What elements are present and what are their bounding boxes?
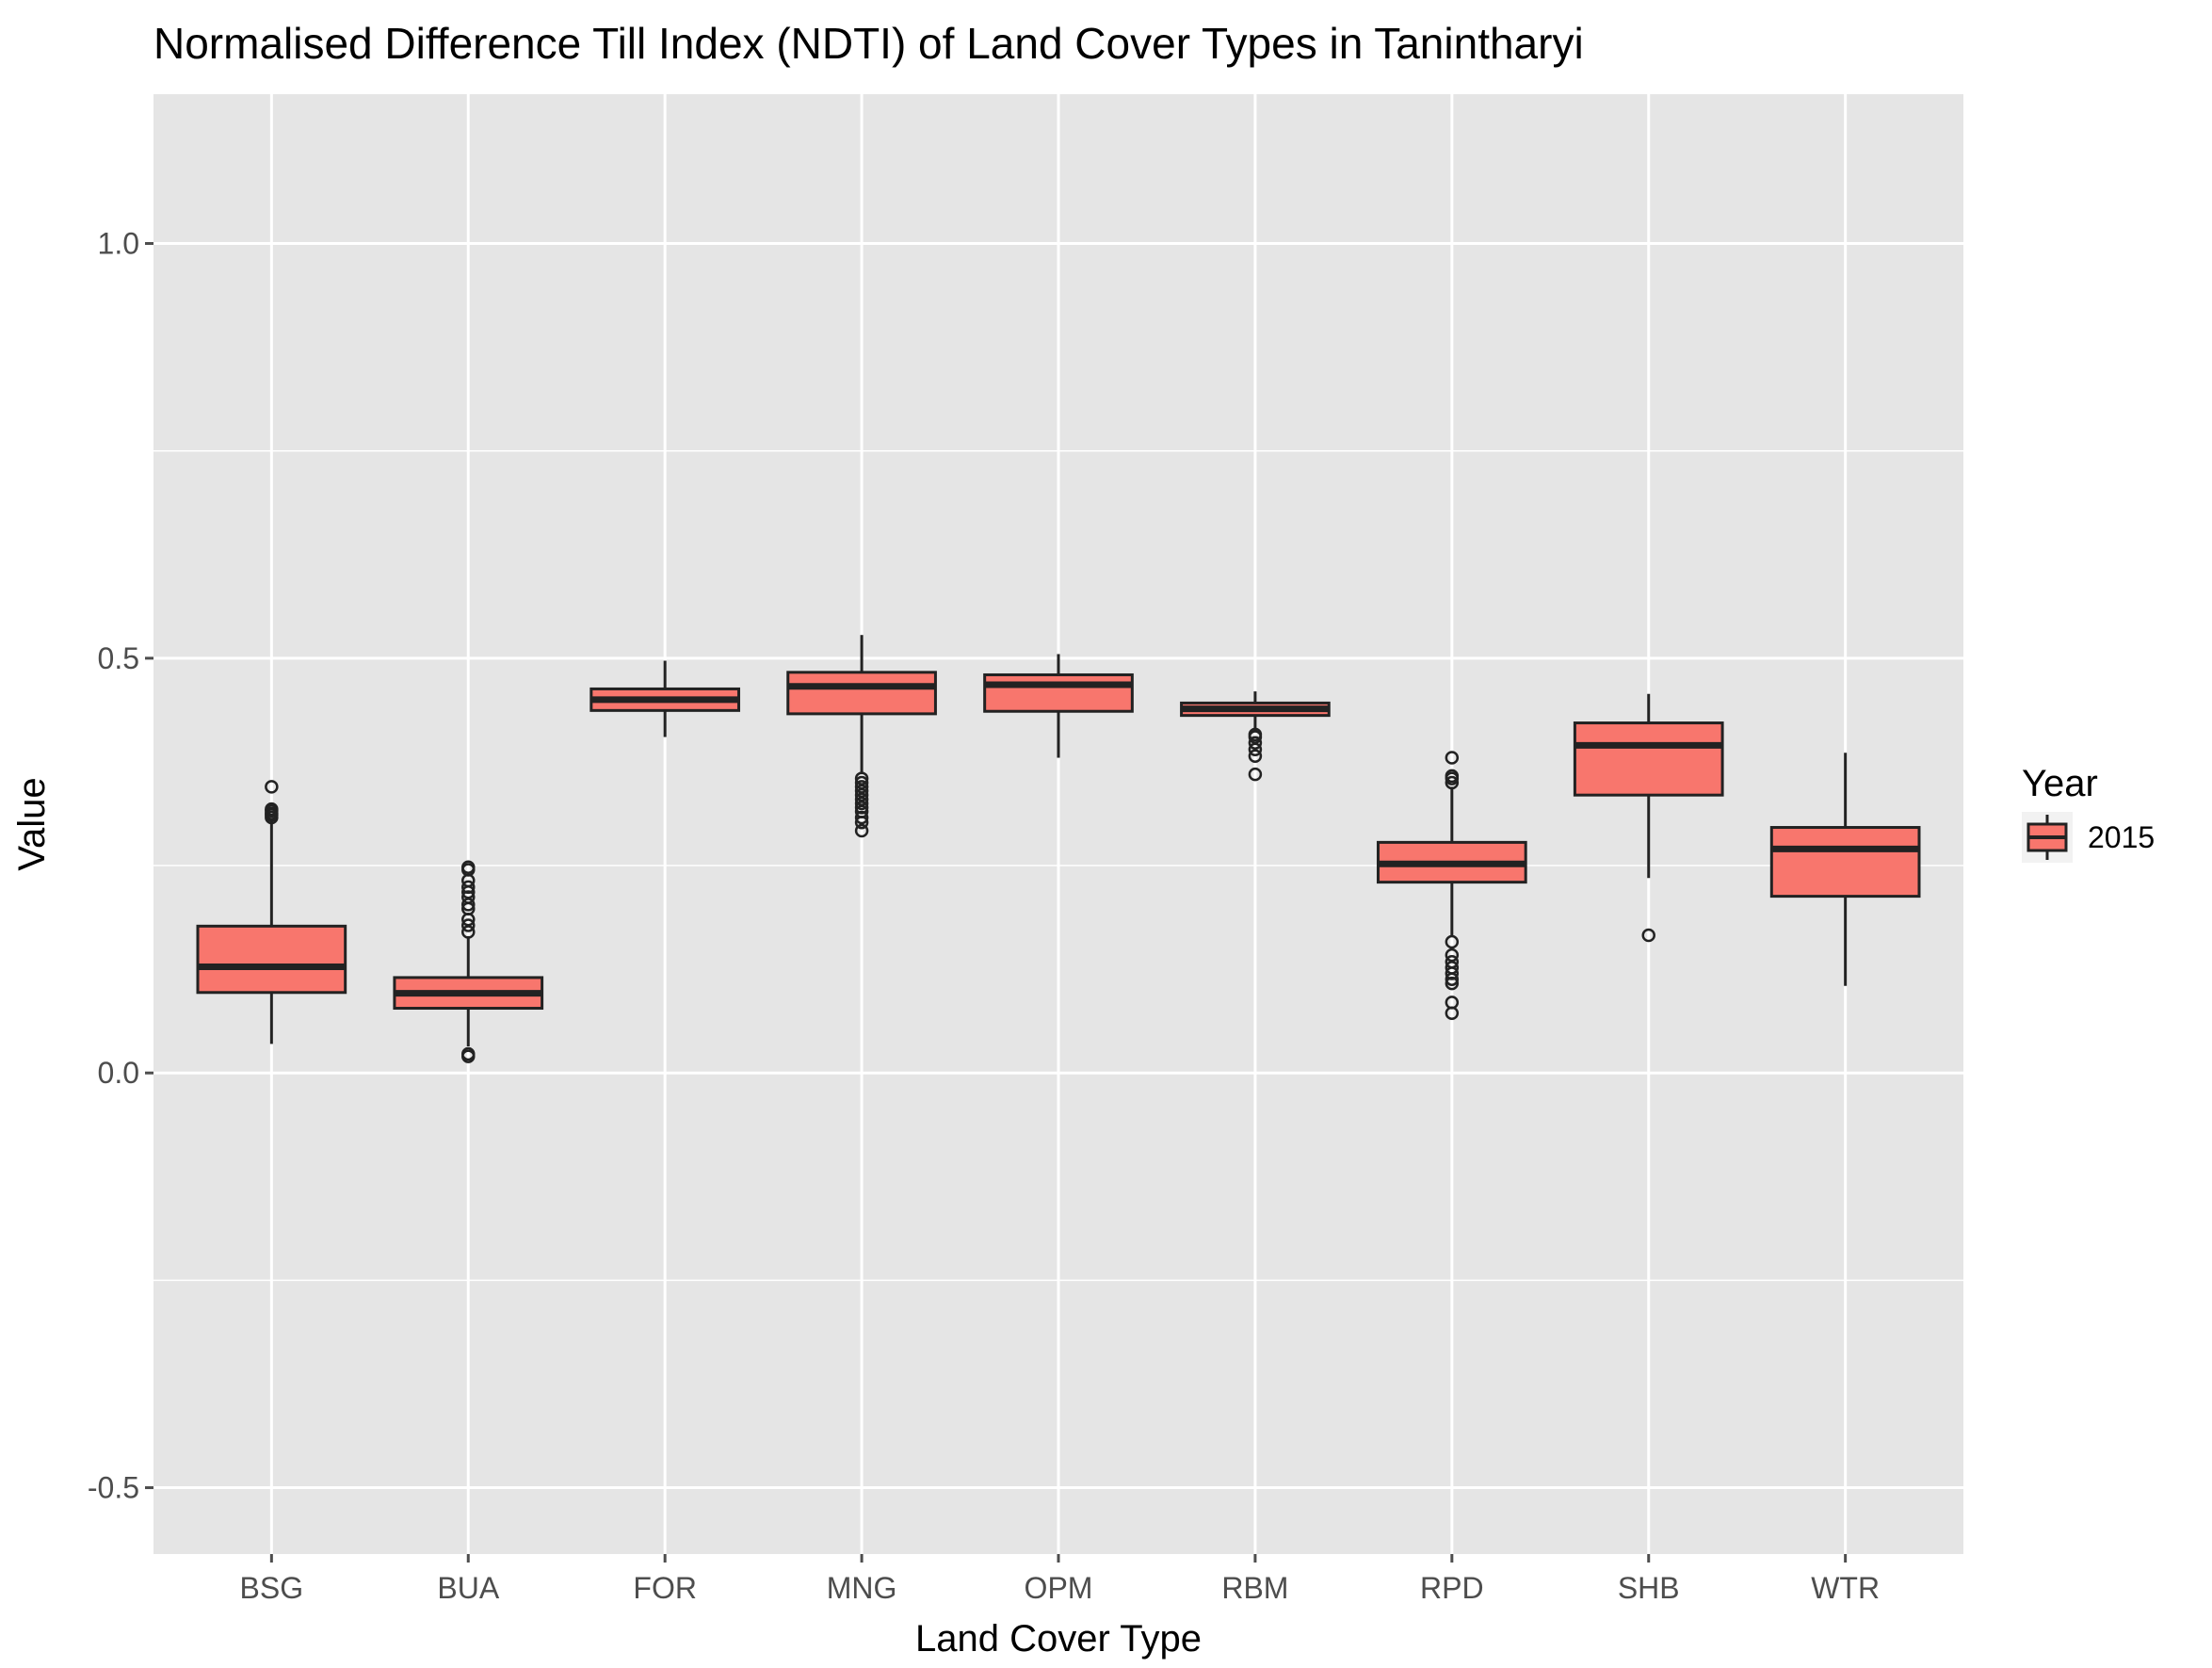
y-axis-title: Value: [11, 777, 53, 870]
legend-label: 2015: [2088, 820, 2155, 854]
box: [983, 672, 1134, 713]
boxplots: [196, 635, 1921, 1063]
boxplot-shb: [1573, 693, 1724, 943]
outlier-point: [1445, 769, 1460, 784]
outlier-point: [265, 780, 279, 794]
outlier-point: [1445, 954, 1460, 969]
outlier-point: [1445, 751, 1460, 765]
boxplot-for: [589, 660, 741, 737]
boxplot-mng: [786, 635, 937, 838]
outlier-point: [854, 771, 869, 785]
box: [1769, 826, 1921, 899]
axes: -0.5 0.0 0.5 1.0 BSG BUA FOR MNG OPM RBM RPD SHB WTR: [88, 227, 1880, 1605]
legend: Year 2015: [2022, 763, 2155, 863]
outlier-point: [854, 810, 869, 825]
box: [196, 924, 347, 995]
x-tick-label: WTR: [1811, 1571, 1880, 1605]
boxplot-bsg: [196, 780, 347, 1045]
box: [786, 671, 937, 716]
x-tick-label: RPD: [1420, 1571, 1484, 1605]
x-tick-label: OPM: [1025, 1571, 1093, 1605]
boxplot-rbm: [1180, 691, 1331, 782]
boxplot-wtr: [1769, 753, 1921, 986]
x-tick-label: RBM: [1221, 1571, 1288, 1605]
outlier-point: [1445, 934, 1460, 949]
outlier-point: [1248, 749, 1263, 764]
outlier-point: [461, 918, 476, 932]
x-tick-label: SHB: [1618, 1571, 1680, 1605]
outlier-point: [1445, 947, 1460, 963]
box: [1573, 721, 1724, 797]
outlier-point: [854, 823, 869, 838]
outlier-point: [461, 1046, 476, 1061]
outlier-point: [854, 775, 869, 790]
outlier-point: [1641, 928, 1655, 943]
y-tick-label: -0.5: [88, 1471, 139, 1505]
chart-title: Normalised Difference Till Index (NDTI) …: [153, 19, 1584, 68]
x-tick-label: BUA: [437, 1571, 499, 1605]
outlier-point: [461, 860, 476, 875]
y-tick-label: 1.0: [98, 227, 139, 261]
outlier-point: [854, 780, 869, 794]
outlier-point: [1445, 775, 1460, 790]
boxplot-bua: [393, 860, 544, 1063]
outlier-point: [461, 880, 476, 895]
outlier-point: [1445, 976, 1460, 991]
x-tick-label: FOR: [633, 1571, 697, 1605]
x-tick-label: MNG: [827, 1571, 897, 1605]
x-tick-label: BSG: [240, 1571, 304, 1605]
outlier-point: [1445, 996, 1460, 1010]
outlier-point: [1248, 727, 1263, 742]
y-tick-label: 0.5: [98, 641, 139, 675]
boxplot-rpd: [1376, 751, 1527, 1021]
outlier-point: [1248, 736, 1263, 750]
outlier-point: [1248, 767, 1263, 782]
legend-title: Year: [2022, 763, 2098, 804]
outlier-point: [265, 802, 279, 817]
y-tick-label: 0.0: [98, 1056, 139, 1090]
x-axis-title: Land Cover Type: [915, 1618, 1202, 1660]
outlier-point: [461, 890, 476, 904]
boxplot-opm: [983, 654, 1134, 758]
